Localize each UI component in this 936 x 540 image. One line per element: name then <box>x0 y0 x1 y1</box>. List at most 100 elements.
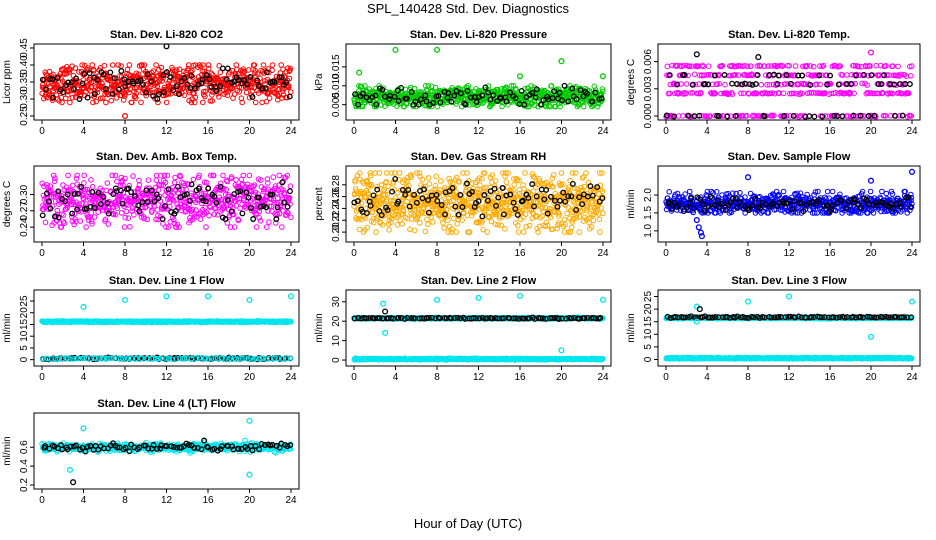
outlier-point <box>392 46 399 53</box>
data-point <box>76 96 83 102</box>
data-point <box>280 66 286 73</box>
data-point <box>99 95 106 101</box>
data-point <box>89 183 96 190</box>
data-point <box>141 62 148 68</box>
x-tick-label: 16 <box>202 126 214 137</box>
panel-title: Stan. Dev. Sample Flow <box>728 151 851 163</box>
data-point <box>279 179 286 186</box>
data-point <box>113 95 120 101</box>
y-tick-label: 15 <box>19 318 30 330</box>
data-point <box>178 78 185 85</box>
data-point <box>415 101 422 108</box>
data-point <box>422 228 429 235</box>
data-point <box>379 86 386 93</box>
data-point <box>412 98 419 105</box>
data-point <box>39 212 46 219</box>
data-point <box>137 77 144 84</box>
x-tick-label: 16 <box>202 372 214 383</box>
data-point <box>202 88 209 95</box>
data-point <box>192 94 198 101</box>
data-point <box>479 213 486 220</box>
data-point <box>543 103 550 110</box>
data-point <box>184 85 191 91</box>
data-point <box>102 86 109 92</box>
data-point <box>600 88 606 95</box>
data-point <box>118 210 125 216</box>
data-point <box>144 216 150 223</box>
x-tick-label: 0 <box>351 126 357 137</box>
data-point <box>74 172 80 179</box>
x-tick-label: 20 <box>244 248 256 259</box>
outlier-point <box>163 43 170 50</box>
data-point <box>244 81 250 88</box>
data-point <box>906 81 913 88</box>
data-point <box>121 224 128 230</box>
data-point <box>259 85 266 92</box>
data-point <box>263 69 270 76</box>
data-point <box>705 63 712 69</box>
data-point <box>166 78 173 84</box>
data-point <box>126 62 133 68</box>
data-point <box>286 93 293 100</box>
y-tick-label: 0.40 <box>19 55 30 75</box>
data-point <box>811 113 818 120</box>
data-point <box>200 99 206 106</box>
data-point <box>240 70 247 76</box>
data-point <box>425 175 432 181</box>
x-tick-label: 16 <box>824 126 836 137</box>
data-point <box>568 224 575 231</box>
data-point <box>105 221 112 227</box>
data-point <box>286 75 293 82</box>
data-point <box>188 99 195 106</box>
panel-title: Stan. Dev. Li-820 Pressure <box>410 29 547 41</box>
data-point <box>59 67 66 73</box>
outlier-point <box>433 46 441 53</box>
x-tick-label: 24 <box>285 248 297 259</box>
data-point <box>287 183 294 189</box>
data-point <box>148 78 155 85</box>
data-point <box>484 229 491 235</box>
data-point <box>50 172 57 179</box>
data-point <box>172 174 178 181</box>
data-point <box>109 62 116 68</box>
data-point <box>88 209 95 216</box>
data-point <box>265 90 272 96</box>
data-point <box>79 62 85 68</box>
data-point <box>192 99 198 106</box>
x-tick-label: 8 <box>122 248 128 259</box>
data-point <box>253 224 260 230</box>
data-point <box>386 227 392 233</box>
data-point <box>111 75 118 82</box>
data-point <box>254 71 261 77</box>
data-point <box>522 170 528 176</box>
x-tick-label: 0 <box>351 248 357 259</box>
data-point <box>233 62 240 68</box>
data-point <box>446 223 453 230</box>
data-point <box>879 188 885 195</box>
x-tick-label: 24 <box>285 372 297 383</box>
data-point <box>372 92 379 99</box>
y-tick-label: 1.5 <box>643 206 654 220</box>
data-point <box>583 170 589 176</box>
data-point <box>134 84 140 91</box>
data-point <box>462 101 469 108</box>
x-tick-label: 4 <box>393 126 399 137</box>
data-point <box>359 90 366 97</box>
data-point <box>122 79 128 86</box>
data-point <box>262 85 269 92</box>
data-point <box>228 79 235 86</box>
data-point <box>163 69 170 76</box>
data-point <box>54 75 61 82</box>
data-point <box>108 97 114 104</box>
data-point <box>383 170 390 176</box>
data-point <box>391 93 398 100</box>
data-point <box>502 226 508 232</box>
data-point <box>241 77 248 84</box>
outlier-point <box>695 224 702 231</box>
data-point <box>107 69 114 76</box>
data-point <box>780 188 787 195</box>
outlier-point <box>558 58 565 65</box>
data-point <box>264 224 270 230</box>
